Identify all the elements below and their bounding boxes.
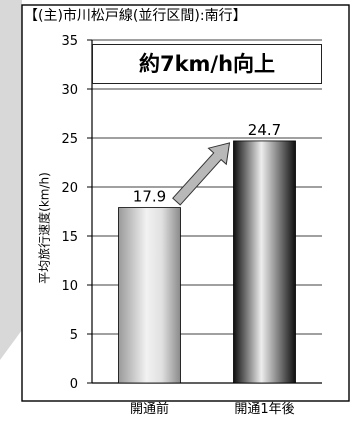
improvement-callout: 約7km/h向上 (92, 44, 322, 84)
bar-2 (233, 140, 296, 384)
data-label: 24.7 (248, 121, 281, 139)
y-axis-label: 平均旅行速度(km/h) (37, 172, 52, 284)
x-tick-label: 開通1年後 (234, 402, 294, 417)
y-tick-label: 0 (70, 377, 78, 392)
plot-area: 0 5 10 15 20 25 30 35 17.9 開通前 24.7 開通1年後 (61, 34, 322, 417)
y-tick-label: 15 (61, 230, 78, 245)
chart-title: 【(主)市川松戸線(並行区間):南行】 (24, 8, 247, 24)
x-tick-label: 開通前 (130, 401, 169, 417)
y-tick-label: 10 (61, 279, 78, 294)
y-tick-label: 5 (70, 328, 78, 343)
y-tick-label: 30 (61, 83, 78, 98)
y-tick-label: 35 (61, 34, 78, 49)
y-tick-label: 20 (61, 181, 78, 196)
data-label: 17.9 (133, 188, 166, 206)
increase-arrow (172, 142, 231, 206)
background-band (0, 0, 22, 360)
y-tick-label: 25 (61, 132, 78, 147)
bar-1 (118, 207, 181, 384)
